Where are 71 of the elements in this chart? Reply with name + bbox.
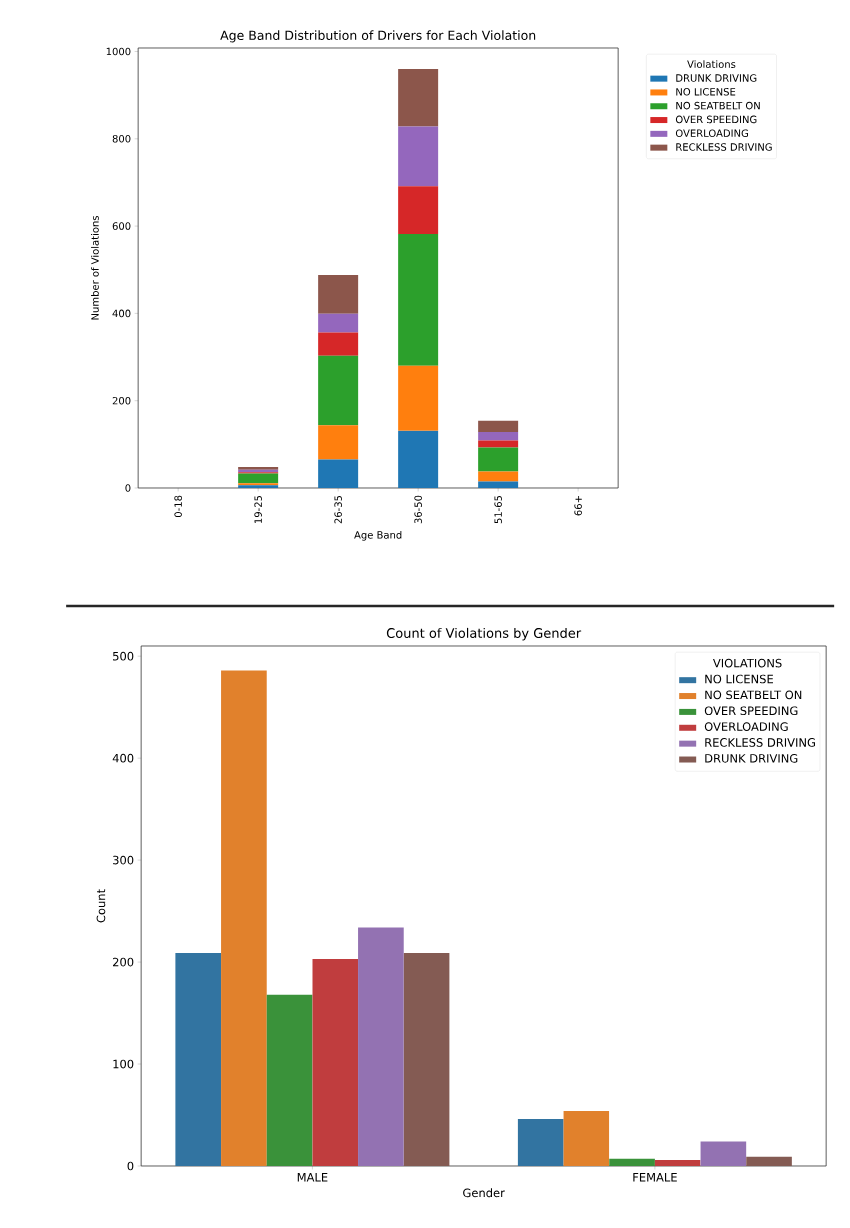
bar bbox=[700, 1141, 747, 1166]
y-tick-label: 0 bbox=[127, 1161, 134, 1171]
legend-label: NO SEATBELT ON bbox=[676, 101, 760, 110]
legend-title: Violations bbox=[687, 60, 736, 68]
bar bbox=[478, 440, 519, 448]
y-tick-label: 400 bbox=[112, 753, 134, 763]
bar bbox=[266, 994, 313, 1166]
bar bbox=[318, 332, 359, 356]
x-tick-label: 36-50 bbox=[414, 495, 422, 524]
bar bbox=[238, 473, 279, 484]
y-axis-title: Count bbox=[96, 889, 106, 923]
bar bbox=[221, 670, 267, 1166]
x-tick-label: 0-18 bbox=[174, 495, 182, 518]
y-tick-label: 600 bbox=[112, 222, 131, 230]
bar bbox=[398, 186, 439, 234]
bar bbox=[318, 313, 359, 333]
bar bbox=[478, 447, 519, 472]
x-tick-label: 26-35 bbox=[334, 495, 342, 524]
bar bbox=[318, 355, 359, 426]
bar bbox=[609, 1158, 655, 1166]
y-tick-label: 800 bbox=[112, 134, 131, 143]
bar bbox=[312, 959, 358, 1166]
legend-label: RECKLESS DRIVING bbox=[676, 143, 772, 151]
y-tick-label: 0 bbox=[125, 484, 131, 492]
x-tick-label: 66+ bbox=[574, 496, 582, 516]
bar bbox=[318, 274, 359, 314]
legend-label: OVERLOADING bbox=[675, 129, 748, 137]
legend-label: RECKLESS DRIVING bbox=[705, 738, 815, 747]
legend-label: NO SEATBELT ON bbox=[705, 690, 802, 700]
bar bbox=[478, 471, 519, 482]
x-axis-title: Age Band bbox=[354, 530, 402, 541]
legend-title: VIOLATIONS bbox=[712, 658, 782, 668]
bar bbox=[563, 1110, 610, 1166]
x-tick-label: MALE bbox=[297, 1173, 328, 1182]
y-axis-title: Number of Violations bbox=[90, 215, 99, 320]
bar bbox=[654, 1159, 701, 1166]
y-tick-label: 200 bbox=[112, 396, 131, 405]
x-tick-label: 51-65 bbox=[494, 495, 502, 524]
bar bbox=[398, 430, 439, 488]
y-tick-label: 400 bbox=[112, 309, 131, 318]
bar bbox=[398, 365, 439, 431]
bar bbox=[403, 952, 450, 1166]
legend-label: NO LICENSE bbox=[676, 88, 736, 96]
bar bbox=[398, 233, 439, 366]
legend-label: OVERLOADING bbox=[704, 722, 788, 731]
y-tick-label: 500 bbox=[112, 651, 134, 661]
legend-label: NO LICENSE bbox=[705, 674, 773, 684]
y-tick-label: 200 bbox=[112, 957, 134, 967]
y-tick-label: 300 bbox=[112, 855, 134, 865]
legend-label: OVER SPEEDING bbox=[704, 706, 798, 716]
bar bbox=[478, 481, 519, 488]
bar bbox=[478, 432, 519, 441]
bar bbox=[746, 1156, 792, 1166]
bar bbox=[398, 68, 439, 127]
bar bbox=[398, 126, 439, 187]
y-tick-label: 100 bbox=[113, 1059, 134, 1069]
bar bbox=[358, 927, 404, 1166]
legend-label: OVER SPEEDING bbox=[675, 115, 757, 124]
y-tick-label: 1000 bbox=[106, 47, 131, 56]
legend-label: DRUNK DRIVING bbox=[705, 753, 798, 763]
bar bbox=[517, 1119, 564, 1166]
bar bbox=[175, 952, 221, 1166]
chart-title: Age Band Distribution of Drivers for Each Violation bbox=[220, 30, 536, 43]
legend-label: DRUNK DRIVING bbox=[676, 74, 757, 82]
x-axis-title: Gender bbox=[463, 1188, 505, 1198]
chart-title: Count of Violations by Gender bbox=[386, 627, 582, 641]
x-tick-label: FEMALE bbox=[633, 1173, 677, 1182]
x-tick-label: 19-25 bbox=[254, 495, 262, 523]
bar bbox=[478, 420, 519, 433]
bar bbox=[318, 459, 359, 488]
bar bbox=[318, 425, 359, 460]
